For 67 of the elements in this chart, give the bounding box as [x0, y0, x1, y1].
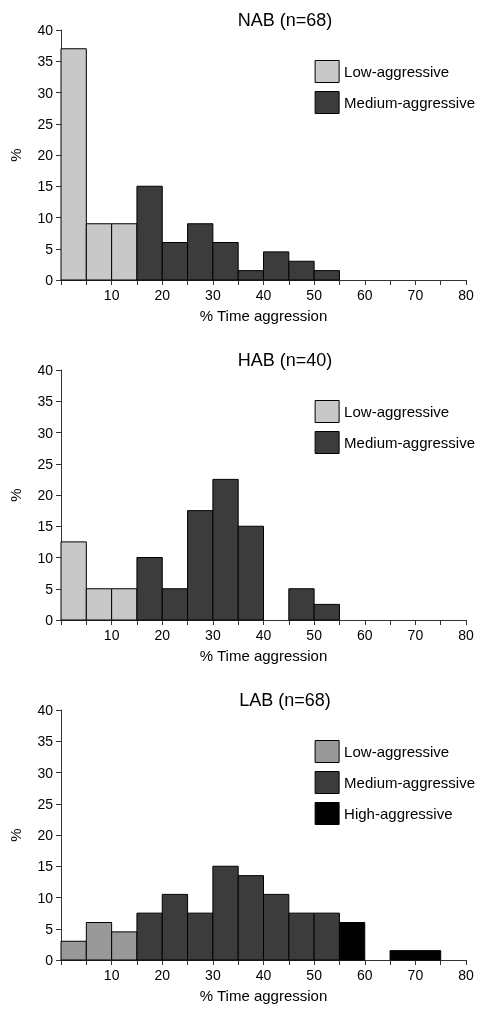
- y-tick-label: 25: [37, 795, 54, 812]
- x-tick-label: 10: [103, 627, 120, 643]
- legend-label: Low-aggressive: [344, 63, 450, 80]
- y-axis-title: %: [7, 488, 24, 502]
- y-tick-label: 30: [37, 424, 54, 441]
- x-tick-label: 70: [407, 967, 424, 983]
- y-tick-label: 10: [37, 549, 54, 566]
- y-tick-label: 0: [45, 612, 54, 628]
- y-tick-label: 35: [37, 53, 54, 70]
- x-tick-label: 80: [458, 287, 474, 303]
- x-tick-label: 10: [103, 287, 120, 303]
- x-tick-label: 60: [356, 967, 373, 983]
- x-tick-label: 30: [205, 967, 221, 983]
- legend-label: Medium-aggressive: [344, 434, 476, 451]
- legend-label: Low-aggressive: [344, 743, 450, 760]
- x-tick-label: 20: [154, 967, 171, 983]
- chart-title: HAB (n=40): [237, 350, 333, 370]
- y-tick-label: 20: [37, 827, 54, 843]
- y-tick-label: 10: [37, 209, 54, 226]
- y-tick-label: 15: [37, 858, 54, 875]
- y-tick-label: 5: [45, 240, 54, 257]
- x-axis-title: % Time aggression: [199, 647, 328, 664]
- x-axis-title: % Time aggression: [199, 307, 328, 324]
- y-tick-label: 20: [37, 147, 54, 163]
- x-tick-label: 50: [306, 627, 323, 643]
- x-tick-label: 30: [205, 287, 221, 303]
- x-tick-label: 80: [458, 627, 474, 643]
- y-tick-label: 20: [37, 487, 54, 503]
- x-tick-label: 70: [407, 627, 424, 643]
- legend-label: High-aggressive: [344, 805, 453, 822]
- x-tick-label: 60: [356, 627, 373, 643]
- y-tick-label: 15: [37, 178, 54, 195]
- y-tick-label: 25: [37, 455, 54, 472]
- x-tick-label: 50: [306, 287, 323, 303]
- x-tick-label: 10: [103, 967, 120, 983]
- x-tick-label: 40: [255, 287, 272, 303]
- legend-label: Medium-aggressive: [344, 94, 476, 111]
- legend-label: Medium-aggressive: [344, 774, 476, 791]
- y-tick-label: 40: [37, 702, 54, 718]
- x-tick-label: 60: [356, 287, 373, 303]
- y-tick-label: 35: [37, 733, 54, 750]
- y-tick-label: 30: [37, 84, 54, 101]
- y-tick-label: 35: [37, 393, 54, 410]
- x-tick-label: 80: [458, 967, 474, 983]
- y-tick-label: 5: [45, 920, 54, 937]
- y-tick-label: 10: [37, 889, 54, 906]
- x-tick-label: 40: [255, 967, 272, 983]
- y-tick-label: 25: [37, 115, 54, 132]
- x-tick-label: 20: [154, 627, 171, 643]
- chart-title: NAB (n=68): [237, 10, 333, 30]
- y-tick-label: 15: [37, 518, 54, 535]
- y-axis-title: %: [7, 148, 24, 162]
- legend-label: Low-aggressive: [344, 403, 450, 420]
- y-tick-label: 40: [37, 362, 54, 378]
- x-tick-label: 50: [306, 967, 323, 983]
- x-tick-label: 40: [255, 627, 272, 643]
- y-tick-label: 0: [45, 952, 54, 968]
- x-axis-title: % Time aggression: [199, 987, 328, 1004]
- x-tick-label: 70: [407, 287, 424, 303]
- y-tick-label: 0: [45, 272, 54, 288]
- x-tick-label: 20: [154, 287, 171, 303]
- y-tick-label: 40: [37, 22, 54, 38]
- y-axis-title: %: [7, 828, 24, 842]
- x-tick-label: 30: [205, 627, 221, 643]
- y-tick-label: 5: [45, 580, 54, 597]
- chart-title: LAB (n=68): [239, 690, 331, 710]
- y-tick-label: 30: [37, 764, 54, 781]
